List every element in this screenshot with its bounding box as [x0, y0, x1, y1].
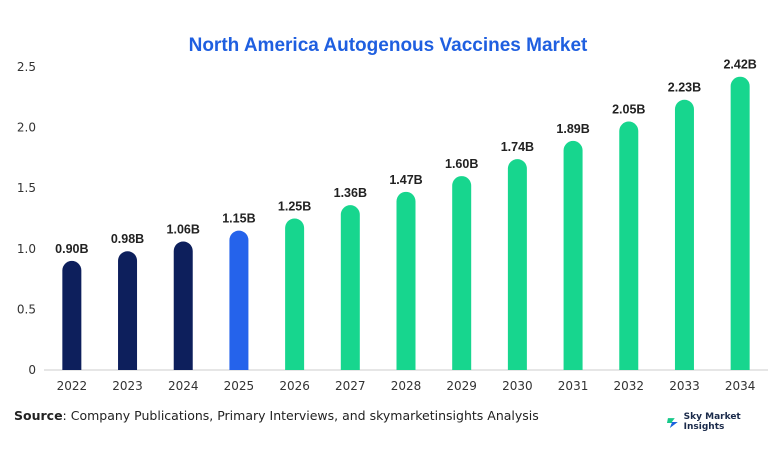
bar — [619, 121, 639, 370]
brand-name: Sky Market Insights — [683, 412, 741, 432]
bar — [730, 76, 750, 371]
bars: 0.90B 0.98B 1.06B 1.15B 1.25B 1.36B 1.47B 1.60B… — [55, 58, 757, 371]
chart-title: North America Autogenous Vaccines Market — [189, 35, 588, 56]
bar — [674, 99, 694, 370]
x-tick-label: 2028 — [391, 379, 422, 393]
x-tick-label: 2031 — [558, 379, 589, 393]
data-label: 1.36B — [334, 186, 367, 200]
bar — [563, 140, 583, 370]
data-label: 0.90B — [55, 242, 88, 256]
data-label: 1.06B — [167, 223, 200, 237]
x-tick-label: 2026 — [279, 379, 310, 393]
bar — [340, 205, 360, 370]
y-tick-label: 1.0 — [17, 242, 36, 256]
source-text: : Company Publications, Primary Intervie… — [62, 408, 539, 423]
data-label: 1.74B — [501, 140, 534, 154]
y-tick-label: 2.5 — [17, 60, 36, 74]
source-label: Source — [14, 408, 63, 423]
x-tick-label: 2023 — [112, 379, 143, 393]
bar — [452, 176, 472, 370]
bar — [285, 218, 305, 370]
x-tick-label: 2024 — [168, 379, 199, 393]
bar — [396, 191, 416, 370]
data-label: 1.47B — [389, 173, 422, 187]
x-tick-label: 2025 — [224, 379, 255, 393]
sky-market-insights-logo-icon — [666, 418, 678, 428]
x-tick-label: 2022 — [57, 379, 88, 393]
bar — [507, 159, 527, 370]
x-tick-label: 2030 — [502, 379, 533, 393]
bar — [62, 260, 82, 370]
bar — [173, 241, 193, 370]
data-label: 2.42B — [723, 58, 756, 72]
y-tick-label: 0 — [28, 363, 36, 377]
y-tick-label: 0.5 — [17, 302, 36, 316]
bar — [229, 230, 249, 370]
x-tick-label: 2034 — [725, 379, 756, 393]
x-tick-label: 2032 — [613, 379, 644, 393]
data-label: 1.60B — [445, 157, 478, 171]
brand: Sky Market Insights — [666, 412, 782, 432]
data-label: 2.23B — [668, 81, 701, 95]
x-tick-label: 2033 — [669, 379, 700, 393]
y-tick-label: 1.5 — [17, 181, 36, 195]
x-tick-label: 2029 — [446, 379, 477, 393]
x-tick-label: 2027 — [335, 379, 366, 393]
data-label: 1.15B — [222, 212, 255, 226]
bar — [118, 251, 138, 370]
data-label: 2.05B — [612, 103, 645, 117]
data-label: 1.89B — [556, 122, 589, 136]
axes: 0 0.5 1.0 1.5 2.0 2.5 2022 2023 2024 2025 2026 2027… — [17, 60, 768, 393]
y-tick-label: 2.0 — [17, 121, 36, 135]
data-label: 1.25B — [278, 200, 311, 214]
source-note: Source: Company Publications, Primary In… — [14, 408, 539, 423]
data-label: 0.98B — [111, 232, 144, 246]
